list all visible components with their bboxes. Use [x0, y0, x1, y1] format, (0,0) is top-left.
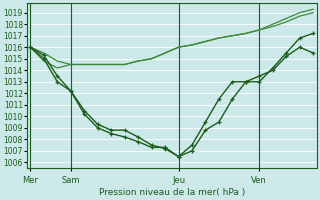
X-axis label: Pression niveau de la mer( hPa ): Pression niveau de la mer( hPa ) [99, 188, 245, 197]
